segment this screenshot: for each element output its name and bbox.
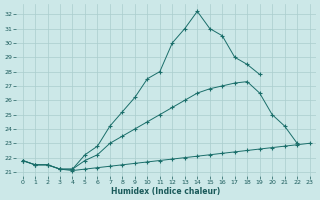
X-axis label: Humidex (Indice chaleur): Humidex (Indice chaleur)	[111, 187, 221, 196]
